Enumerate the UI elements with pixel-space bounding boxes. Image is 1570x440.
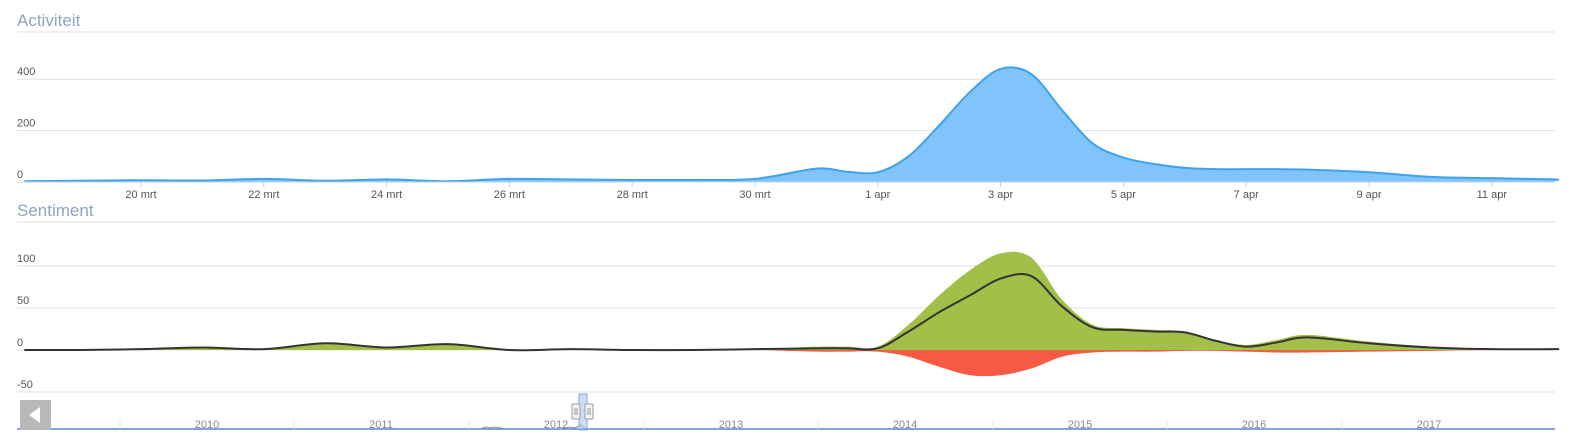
sentiment-title: Sentiment <box>17 201 94 220</box>
x-tick-label: 20 mrt <box>125 189 156 201</box>
y-tick-label: 200 <box>17 118 35 130</box>
y-tick-label: 0 <box>17 337 23 349</box>
x-tick-label: 1 apr <box>865 189 890 201</box>
navigator-year-label: 2012 <box>544 419 568 431</box>
x-tick-label: 22 mrt <box>248 189 279 201</box>
y-tick-label: 400 <box>17 66 35 78</box>
negative-area <box>24 349 1559 377</box>
y-tick-label: 50 <box>17 295 29 307</box>
x-tick-label: 7 apr <box>1234 189 1259 201</box>
navigator-back-button[interactable] <box>20 400 51 430</box>
navigator-year-label: 2011 <box>369 419 393 431</box>
x-tick-label: 5 apr <box>1111 189 1136 201</box>
grid <box>17 31 1555 183</box>
x-tick-label: 11 apr <box>1477 189 1508 201</box>
y-tick-label: 100 <box>17 253 35 265</box>
navigator-year-label: 2010 <box>195 419 219 431</box>
x-tick-label: 3 apr <box>988 189 1013 201</box>
sentiment-chart: -50 0 50 100 <box>17 221 1560 393</box>
grid <box>17 221 1555 393</box>
activity-line <box>24 66 1560 183</box>
navigator-right-handle[interactable] <box>584 403 594 420</box>
activity-area <box>24 67 1559 182</box>
x-tick-label: 9 apr <box>1356 189 1381 201</box>
positive-area <box>24 251 1559 351</box>
x-tick-label: 28 mrt <box>617 189 648 201</box>
navigator-year-labels: 2010 2011 2012 2013 2014 2015 2016 2017 <box>119 419 1441 431</box>
x-tick-label: 24 mrt <box>371 189 402 201</box>
navigator-background <box>17 396 1555 430</box>
navigator-year-label: 2015 <box>1068 419 1092 431</box>
navigator-year-label: 2013 <box>719 419 743 431</box>
navigator-year-label: 2017 <box>1417 419 1441 431</box>
navigator-year-label: 2014 <box>893 419 917 431</box>
activity-chart: 0 200 400 20 mrt 22 mrt 24 mrt 26 mrt 28 mrt 30 … <box>17 31 1560 201</box>
navigator[interactable]: 2010 2011 2012 2013 2014 2015 2016 2017 <box>17 393 1555 431</box>
y-tick-label: -50 <box>17 379 33 391</box>
navigator-left-handle[interactable] <box>571 403 581 420</box>
activity-title: Activiteit <box>17 11 81 30</box>
net-sentiment-line <box>24 272 1560 352</box>
navigator-year-label: 2016 <box>1242 419 1266 431</box>
x-tick-label: 26 mrt <box>494 189 525 201</box>
y-tick-label: 0 <box>17 169 23 181</box>
x-tick-label: 30 mrt <box>739 189 770 201</box>
chevron-left-icon <box>29 407 40 423</box>
